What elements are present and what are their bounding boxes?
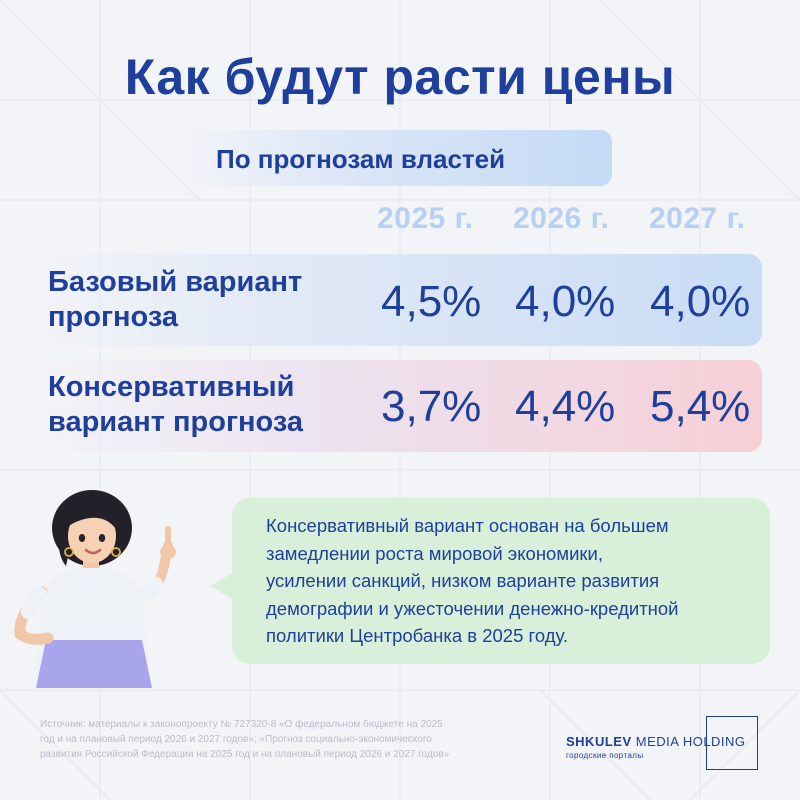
source-note: Источник: материалы к законопроекту № 72… [40, 717, 540, 762]
speech-bubble-tail [210, 572, 234, 600]
base-forecast-label-line2: прогноза [48, 301, 179, 333]
source-line-1: Источник: материалы к законопроекту № 72… [40, 719, 443, 730]
logo: SHKULEV MEDIA HOLDING [566, 734, 746, 749]
base-forecast-row [28, 254, 762, 346]
year-header-2025: 2025 г. [377, 202, 474, 235]
page-title: Как будут расти цены [124, 49, 676, 105]
conservative-forecast-value-2026: 4,4% [515, 382, 616, 431]
subtitle-pill [180, 130, 612, 186]
base-forecast-value-2026: 4,0% [515, 277, 616, 326]
conservative-forecast-value-2025: 3,7% [381, 382, 482, 431]
bubble-line-4: демографии и ужесточении денежно-кредитн… [266, 597, 679, 619]
year-header-2027: 2027 г. [649, 202, 746, 235]
bubble-line-5: политики Центробанка в 2025 году. [266, 625, 569, 646]
source-line-2: год и на плановый период 2026 и 2027 год… [40, 734, 432, 745]
conservative-forecast-label-line2: вариант прогноза [48, 406, 304, 438]
conservative-forecast-label: Консервативный вариант прогноза [48, 370, 303, 440]
source-line-3: развития Российской Федерации на 2025 го… [40, 749, 450, 760]
bubble-line-1: Консервативный вариант основан на больше… [266, 515, 669, 536]
year-header-2026: 2026 г. [513, 202, 610, 235]
speech-bubble-text: Консервативный вариант основан на больше… [266, 512, 756, 650]
bubble-line-3: усилении санкций, низком варианте развит… [266, 570, 660, 591]
logo-frame [706, 716, 758, 770]
woman-illustration [14, 490, 176, 688]
conservative-forecast-row [28, 360, 762, 452]
logo-name: MEDIA HOLDING [635, 734, 746, 749]
logo-tagline: городские порталы [566, 751, 644, 760]
base-forecast-label-line1: Базовый вариант [48, 266, 303, 298]
conservative-forecast-value-2027: 5,4% [650, 382, 751, 431]
logo-brand: SHKULEV [566, 734, 632, 749]
subtitle: По прогнозам властей [216, 144, 506, 174]
base-forecast-label: Базовый вариант прогноза [48, 265, 302, 335]
speech-bubble [232, 498, 770, 664]
base-forecast-value-2025: 4,5% [381, 277, 482, 326]
bubble-line-2: замедлении роста мировой экономики, [266, 542, 603, 564]
base-forecast-value-2027: 4,0% [650, 277, 751, 326]
conservative-forecast-label-line1: Консервативный [48, 371, 295, 403]
